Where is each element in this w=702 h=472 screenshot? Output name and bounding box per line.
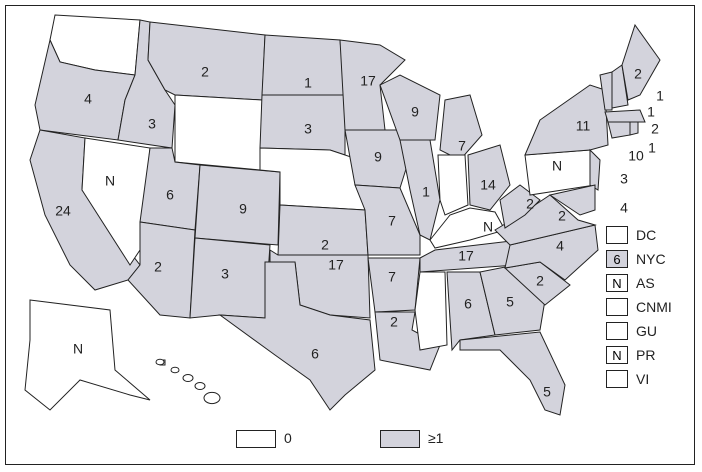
territory-label-vi: VI [636,371,650,387]
legend-one-plus-swatch [380,430,420,448]
territory-swatch-cnmi [606,298,628,316]
territory-label-nyc: NYC [636,251,666,267]
state-nv [81,137,151,266]
state-label-nh: 1 [647,104,655,120]
territory-label-cnmi: CNMI [636,299,672,315]
state-label-or: 4 [84,91,92,107]
state-label-wv: 2 [526,196,534,212]
territory-swatch-as: N [606,274,628,292]
state-label-ia: 9 [374,149,382,165]
territory-label-pr: PR [636,347,656,363]
territory-swatch-vi [606,370,628,388]
state-label-me: 2 [634,66,642,82]
state-label-il: 1 [422,184,430,200]
state-label-pa: N [552,158,562,174]
state-label-ct: 10 [628,148,644,164]
territory-label-as: AS [636,275,655,291]
territory-swatch-gu [606,322,628,340]
state-mt [147,21,266,101]
legend-zero-swatch [236,430,276,448]
state-label-oh: 14 [480,177,496,193]
state-fl [459,331,566,416]
state-label-va: 2 [558,208,566,224]
state-label-al: 6 [464,296,472,312]
state-label-ok: 17 [328,257,344,273]
state-label-ky: N [483,219,493,235]
state-mo [354,184,421,256]
state-label-ak: N [73,341,83,357]
state-ct [607,121,631,139]
state-label-sd: 3 [304,121,312,137]
state-ny [524,84,609,156]
territory-swatch-nyc: 6 [606,250,628,268]
state-wi [379,74,441,141]
hawaii-island [194,382,206,390]
state-nm [189,237,271,319]
hawaii-island [155,358,165,366]
state-ms [414,271,448,351]
legend-one-plus-label: ≥1 [428,430,444,446]
state-oh [467,144,511,211]
state-label-tx: 6 [311,346,319,362]
state-label-ut: 6 [166,187,174,203]
state-label-sc: 2 [536,273,544,289]
state-label-ga: 5 [506,294,514,310]
territory-label-gu: GU [636,323,657,339]
state-label-nm: 3 [221,266,229,282]
state-label-mn: 17 [360,73,376,89]
state-label-nv: N [105,173,115,189]
state-co [194,164,281,246]
state-label-mdde: 4 [620,200,628,216]
hawaii-island [203,391,221,405]
state-label-ca: 24 [55,203,71,219]
state-nh [611,64,629,109]
legend-zero-label: 0 [284,430,292,446]
state-label-mo: 7 [388,213,396,229]
state-mdde [548,184,596,216]
state-ri [629,121,639,136]
state-ak [24,299,151,411]
state-label-ma: 2 [651,121,659,137]
state-vt [599,71,613,111]
state-ma [604,109,646,123]
state-label-nc: 4 [556,238,564,254]
territory-swatch-pr: N [606,346,628,364]
state-label-ks: 2 [321,237,329,253]
state-label-nj: 3 [620,171,628,187]
state-nj [589,148,601,191]
state-mi [439,94,483,161]
state-label-ar: 7 [388,269,396,285]
state-label-tn: 17 [458,248,474,264]
state-az [127,221,196,319]
state-wy [174,94,263,171]
state-label-id: 3 [148,116,156,132]
state-label-fl: 5 [543,384,551,400]
state-label-mi: 7 [458,138,466,154]
state-label-nd: 1 [304,75,312,91]
state-label-ri: 1 [648,140,656,156]
state-in [437,154,469,216]
state-ky [429,207,506,249]
state-wv [499,184,541,229]
state-label-co: 9 [239,201,247,217]
territory-label-dc: DC [636,227,657,243]
territory-swatch-dc [606,226,628,244]
map-frame [5,5,695,465]
state-tx [218,261,376,411]
hawaii-island [182,374,194,382]
state-al [446,271,496,352]
state-label-la: 2 [390,314,398,330]
hawaii-island [170,366,180,374]
state-label-ny: 11 [576,118,591,134]
state-sd [259,94,346,156]
state-me [621,23,661,101]
state-label-wi: 9 [411,104,419,120]
state-ar [367,257,421,313]
state-label-az: 2 [154,259,162,275]
state-label-vt: 1 [656,88,664,104]
state-label-mt: 2 [201,64,209,80]
